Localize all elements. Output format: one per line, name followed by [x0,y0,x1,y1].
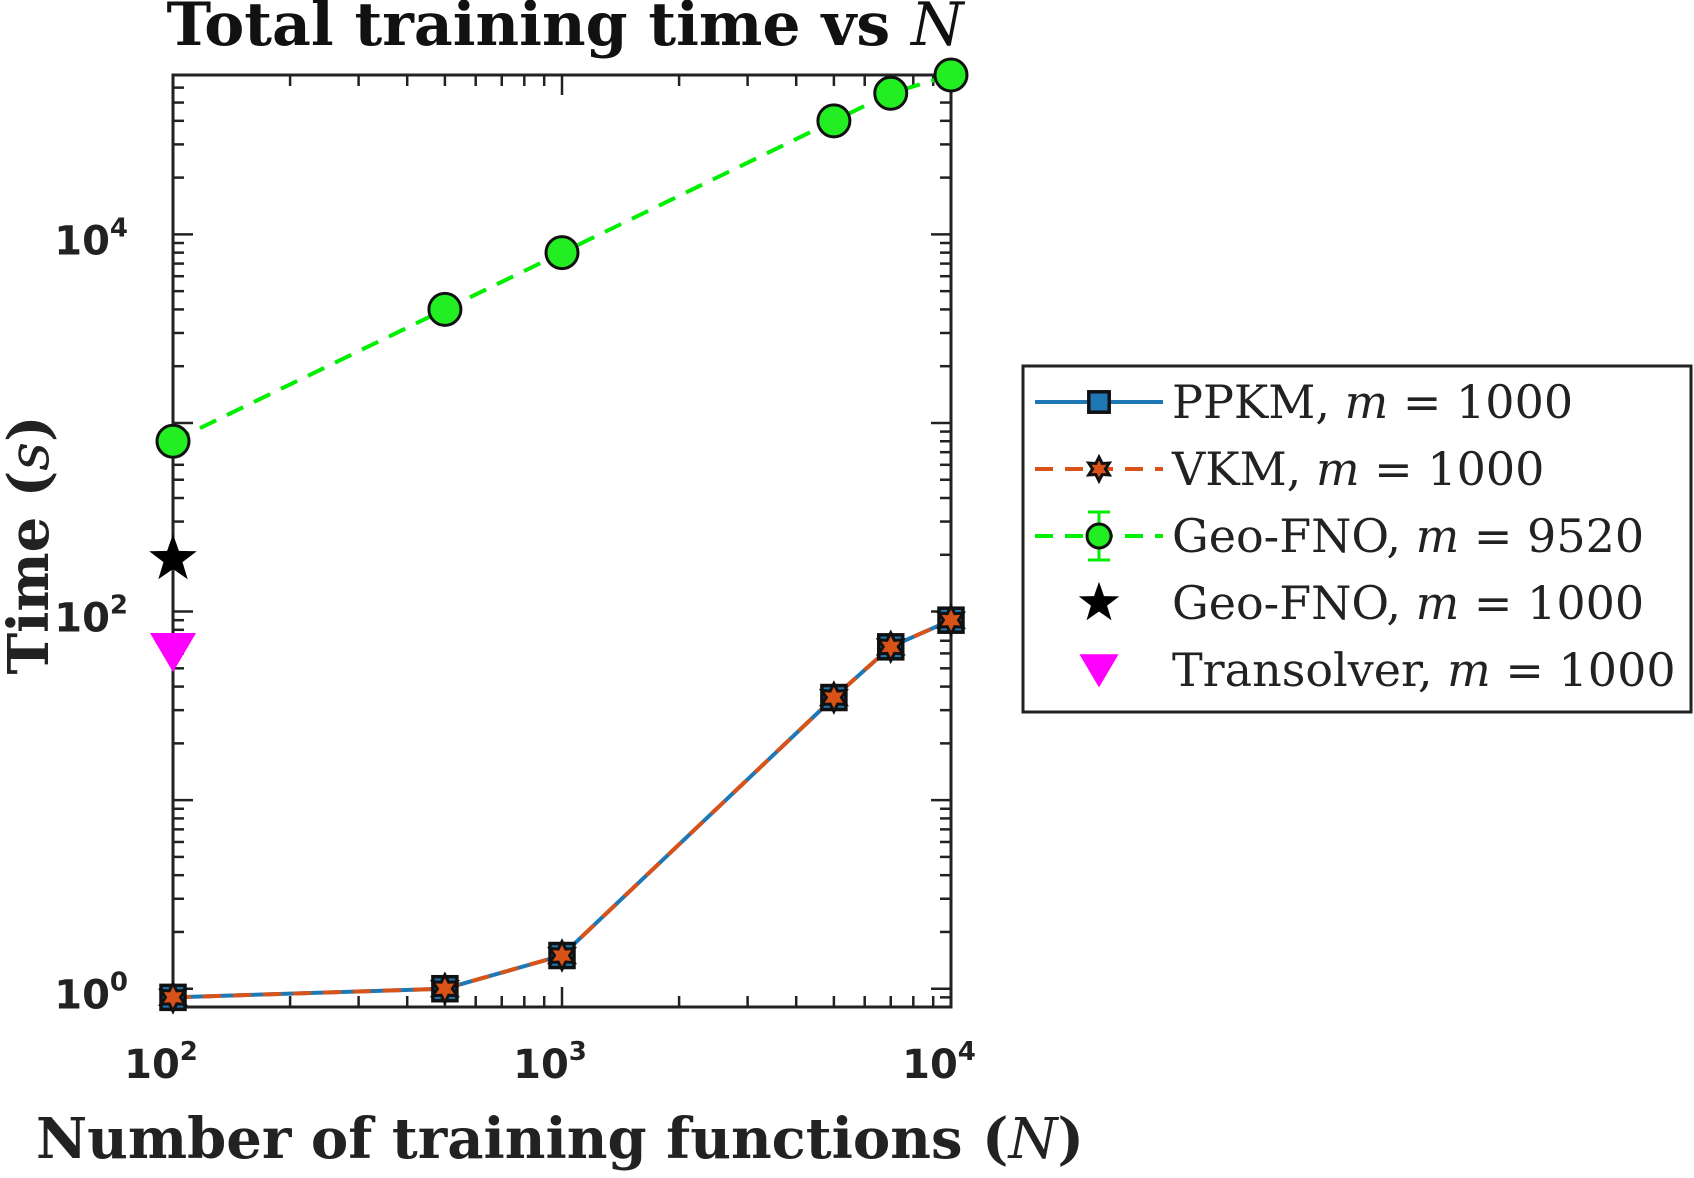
legend-label-variable: m [1416,576,1460,630]
legend-label-prefix: PPKM, [1172,375,1345,429]
x-axis-label-prefix: Number of training functions ( [36,1106,1009,1172]
legend-label-variable: m [1316,442,1360,496]
data-point-vkm-m-1000 [546,938,578,973]
x-tick-base: 10 [902,1042,958,1088]
data-point-geo-fno-m-9520 [816,103,852,139]
legend-label-prefix: VKM, [1171,442,1316,496]
data-point-vkm-m-1000 [818,680,849,715]
legend-entry-vkm-m-1000: VKM, m = 1000 [1035,442,1544,496]
y-tick-exponent: 2 [110,591,128,621]
major-ticks-group [171,75,953,1007]
x-tick-base: 10 [513,1042,569,1088]
legend-label-suffix: = 1000 [1360,442,1545,496]
x-axis-label-variable: N [1007,1107,1060,1172]
legend-label: Geo-FNO, m = 9520 [1172,509,1644,563]
legend-label-suffix: = 1000 [1491,643,1676,697]
legend-label-variable: m [1345,375,1389,429]
chart-title: Total training time vs N [166,0,966,60]
data-point-vkm-m-1000 [875,629,906,665]
data-point-vkm-m-1000 [429,971,460,1007]
x-axis-label-suffix: ) [1058,1106,1085,1172]
legend-label-prefix: Geo-FNO, [1172,576,1416,630]
y-tick-label: 102 [54,591,128,642]
legend-label-prefix: Transolver, [1172,643,1447,697]
data-point-geo-fno-m-1000 [149,533,197,580]
y-tick-base: 10 [54,973,110,1019]
x-tick-exponent: 2 [180,1037,198,1067]
legend-label-suffix: = 9520 [1459,509,1644,563]
legend-label-variable: m [1447,643,1491,697]
legend-entry-transolver-m-1000: Transolver, m = 1000 [1079,643,1676,697]
legend-marker-swatch [1087,390,1111,414]
legend-label: PPKM, m = 1000 [1172,375,1573,429]
y-axis-label: Time (s) [0,415,62,674]
legend-entry-geo-fno-m-9520: Geo-FNO, m = 9520 [1035,509,1644,563]
plot-area-frame [171,73,953,1009]
legend-entry-geo-fno-m-1000: Geo-FNO, m = 1000 [1078,576,1644,630]
y-axis-label-prefix: Time ( [0,471,62,675]
chart-title-variable: N [909,0,966,60]
legend-marker-swatch [1079,654,1119,688]
data-point-geo-fno-m-9520 [933,57,969,93]
chart-title-prefix: Total training time vs [166,0,911,60]
y-axis-label-suffix: ) [0,415,62,442]
y-tick-label: 100 [54,968,128,1019]
legend-label: Transolver, m = 1000 [1172,643,1676,697]
data-point-vkm-m-1000 [935,602,967,638]
y-tick-base: 10 [54,218,110,264]
x-tick-label: 104 [902,1037,976,1088]
x-tick-exponent: 4 [958,1037,976,1067]
series-markers-group [149,57,969,1015]
x-tick-label: 102 [124,1037,198,1088]
data-point-geo-fno-m-9520 [873,75,909,111]
x-tick-base: 10 [124,1042,180,1088]
legend-entry-ppkm-m-1000: PPKM, m = 1000 [1035,375,1573,429]
y-tick-label: 104 [54,213,128,264]
legend-label: VKM, m = 1000 [1171,442,1544,496]
data-point-geo-fno-m-9520 [427,291,463,327]
y-tick-exponent: 0 [110,968,128,998]
legend-marker-swatch [1085,453,1113,485]
x-tick-exponent: 3 [569,1037,587,1067]
x-axis-label: Number of training functions (N) [36,1106,1084,1172]
y-tick-exponent: 4 [110,213,128,243]
data-point-transolver-m-1000 [150,633,196,673]
legend-label-suffix: = 1000 [1459,576,1644,630]
data-point-geo-fno-m-9520 [155,423,191,459]
legend-label: Geo-FNO, m = 1000 [1172,576,1644,630]
data-point-geo-fno-m-9520 [544,235,580,271]
legend-label-prefix: Geo-FNO, [1172,509,1416,563]
legend-label-suffix: = 1000 [1388,375,1573,429]
legend-marker-swatch [1085,522,1113,550]
y-axis-label-variable: s [0,442,62,471]
minor-ticks-group [173,73,951,1009]
data-point-vkm-m-1000 [157,979,189,1015]
x-tick-label: 103 [513,1037,587,1088]
y-tick-base: 10 [54,596,110,642]
legend-label-variable: m [1416,509,1460,563]
legend-marker-swatch [1078,581,1120,621]
series-lines-group [172,73,952,1000]
series-line-geo-fno-m-9520 [172,73,952,443]
x-tick-labels-group: 102 103 104 [124,1037,976,1088]
legend-box [1021,364,1693,714]
